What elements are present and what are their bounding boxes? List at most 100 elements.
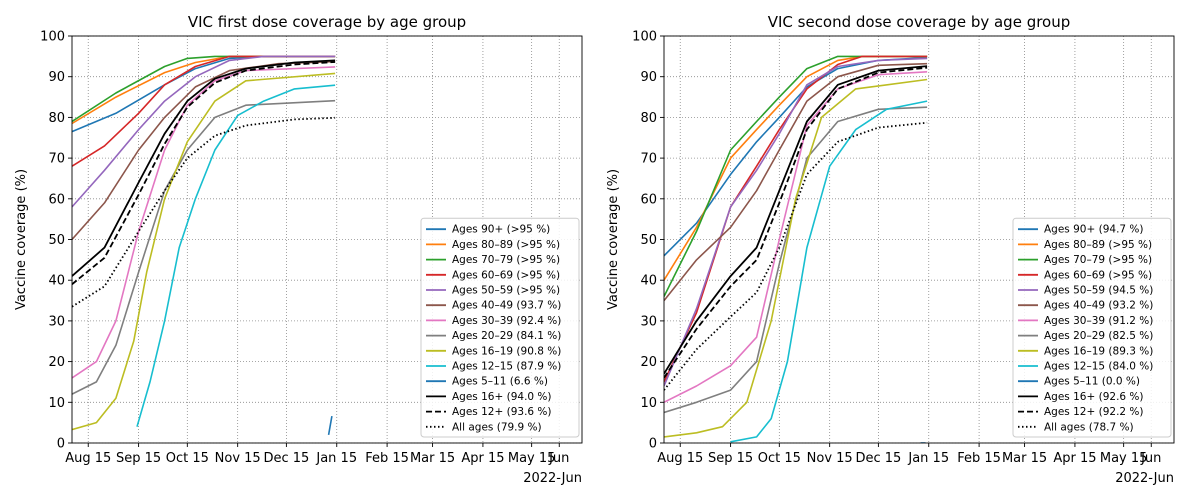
legend-label: Ages 60–69 (>95 %)	[1044, 269, 1152, 281]
y-tick-label: 60	[640, 192, 657, 207]
y-tick-label: 20	[640, 355, 657, 370]
chart-first-dose: VIC first dose coverage by age group 0 10 2…	[14, 13, 583, 486]
legend-label: Ages 12+ (92.2 %)	[1044, 406, 1144, 418]
series-line	[72, 99, 336, 395]
legend-label: Ages 16–19 (89.3 %)	[1044, 345, 1153, 357]
x-tick-label: Nov 15	[215, 451, 261, 466]
series-line	[664, 55, 928, 383]
series-line	[664, 55, 928, 281]
y-tick-label: 30	[48, 314, 65, 329]
legend-label: Ages 12–15 (87.9 %)	[452, 361, 561, 373]
series-line	[136, 84, 336, 427]
y-tick-label: 10	[640, 396, 657, 411]
x-tick-label: Oct 15	[758, 451, 801, 466]
x-tick-label: Jan 15	[907, 451, 949, 466]
legend-label: Ages 20–29 (84.1 %)	[452, 330, 561, 342]
y-tick-label: 40	[48, 274, 65, 289]
series-line	[664, 65, 928, 375]
chart-title: VIC first dose coverage by age group	[188, 13, 466, 31]
x-tick-label: Sep 15	[116, 451, 161, 466]
y-tick-label: 30	[640, 314, 657, 329]
y-axis-label: Vaccine coverage (%)	[14, 169, 29, 310]
legend-label: Ages 50–59 (94.5 %)	[1044, 285, 1153, 297]
y-tick-label: 0	[57, 437, 65, 452]
x-tick-label: Oct 15	[166, 451, 209, 466]
y-tick-label: 100	[40, 30, 65, 45]
legend-label: All ages (78.7 %)	[1044, 421, 1134, 433]
chart-second-dose: VIC second dose coverage by age group 0 10…	[606, 13, 1175, 486]
series-lines	[72, 55, 336, 436]
x-tick-label: Jun	[548, 451, 569, 466]
legend-label: Ages 16–19 (90.8 %)	[452, 345, 561, 357]
series-line	[730, 100, 928, 443]
y-tick-label: 10	[48, 396, 65, 411]
series-line	[72, 59, 336, 277]
x-tick-label: Feb 15	[957, 451, 1001, 466]
y-tick-label: 40	[640, 274, 657, 289]
x-tick-label: Jun	[1140, 451, 1161, 466]
legend-label: Ages 20–29 (82.5 %)	[1044, 330, 1153, 342]
series-line	[72, 61, 336, 285]
x-tick-label: Aug 15	[65, 451, 111, 466]
y-tick-label: 0	[649, 437, 657, 452]
x-tick-label: Sep 15	[708, 451, 753, 466]
x-tick-label: May 15	[1100, 451, 1148, 466]
series-line	[664, 66, 928, 379]
series-line	[664, 57, 928, 387]
legend-label: Ages 80–89 (>95 %)	[452, 239, 560, 251]
legend-label: Ages 60–69 (>95 %)	[452, 269, 560, 281]
series-line	[327, 415, 333, 436]
legend-label: Ages 90+ (94.7 %)	[1044, 224, 1144, 236]
y-tick-label: 70	[640, 152, 657, 167]
y-tick-label: 60	[48, 192, 65, 207]
y-tick-label: 90	[640, 70, 657, 85]
y-tick-label: 90	[48, 70, 65, 85]
legend-label: Ages 12+ (93.6 %)	[452, 406, 552, 418]
y-tick-label: 20	[48, 355, 65, 370]
legend-label: Ages 40–49 (93.2 %)	[1044, 300, 1153, 312]
legend-label: Ages 12–15 (84.0 %)	[1044, 361, 1153, 373]
y-tick-label: 80	[48, 111, 65, 126]
y-tick-label: 70	[48, 152, 65, 167]
x-tick-label: Jan 15	[315, 451, 357, 466]
legend-box	[1012, 217, 1172, 438]
series-line	[72, 66, 336, 379]
legend-label: Ages 50–59 (>95 %)	[452, 285, 560, 297]
x-tick-label: Dec 15	[263, 451, 309, 466]
x-tick-label: Aug 15	[657, 451, 703, 466]
series-line	[72, 55, 336, 167]
x-tick-label: Mar 15	[410, 451, 455, 466]
x-tick-label: May 15	[508, 451, 556, 466]
x-offset-label: 2022-Jun	[1115, 471, 1174, 486]
y-tick-label: 80	[640, 111, 657, 126]
x-tick-label: Nov 15	[807, 451, 853, 466]
legend-label: Ages 40–49 (93.7 %)	[452, 300, 561, 312]
y-axis-label: Vaccine coverage (%)	[606, 169, 621, 310]
legend-label: All ages (79.9 %)	[452, 421, 542, 433]
chart-title: VIC second dose coverage by age group	[768, 13, 1071, 31]
series-line	[72, 55, 336, 208]
x-tick-label: Apr 15	[461, 451, 504, 466]
series-line	[664, 121, 928, 391]
series-lines	[664, 55, 928, 443]
legend-label: Ages 5–11 (6.6 %)	[452, 376, 548, 388]
legend-box	[420, 217, 580, 438]
legend-label: Ages 90+ (>95 %)	[452, 224, 550, 236]
series-line	[664, 106, 928, 414]
series-line	[664, 71, 928, 404]
y-tick-label: 50	[640, 233, 657, 248]
legend-label: Ages 16+ (92.6 %)	[1044, 391, 1144, 403]
y-tick-label: 50	[48, 233, 65, 248]
x-tick-label: Apr 15	[1053, 451, 1096, 466]
series-line	[664, 78, 928, 438]
series-line	[72, 116, 336, 308]
legend-label: Ages 16+ (94.0 %)	[452, 391, 552, 403]
x-tick-label: Feb 15	[365, 451, 409, 466]
legend: Ages 90+ (>95 %) Ages 80–89 (>95 %) Ages 7…	[420, 217, 580, 438]
legend-label: Ages 70–79 (>95 %)	[1044, 254, 1152, 266]
x-tick-label: Dec 15	[855, 451, 901, 466]
legend-label: Ages 30–39 (92.4 %)	[452, 315, 561, 327]
series-line	[664, 55, 928, 297]
